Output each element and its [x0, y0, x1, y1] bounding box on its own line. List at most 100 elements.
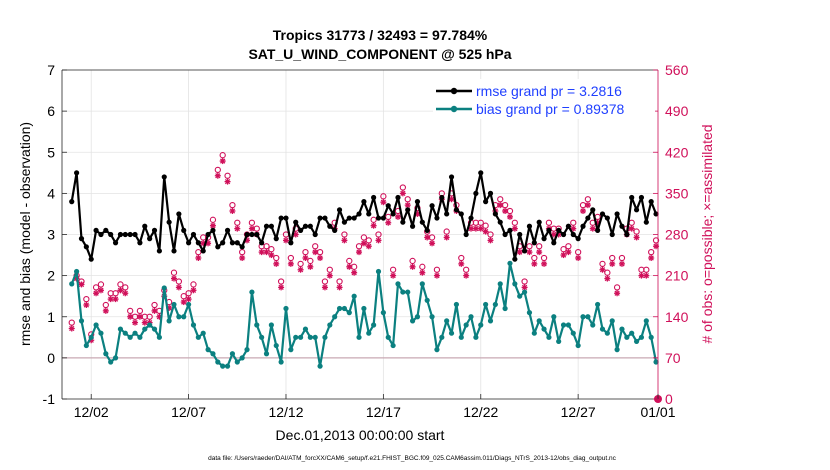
bias-point	[229, 351, 236, 357]
bias-point	[98, 330, 104, 336]
obs-assimilated-point	[584, 202, 591, 209]
obs-possible-point	[609, 254, 616, 262]
bias-point	[643, 318, 649, 324]
obs-assimilated-point	[234, 225, 241, 232]
rmse-point	[190, 231, 197, 238]
rmse-point	[585, 215, 591, 221]
bias-point	[259, 334, 265, 340]
asterisk-stroke	[521, 284, 528, 291]
obs-possible-point	[351, 263, 358, 270]
obs-assimilated-point	[93, 290, 100, 297]
obs-possible-point	[180, 293, 187, 300]
bias-point	[234, 359, 240, 365]
bias-point	[531, 330, 537, 336]
bias-point	[297, 334, 304, 340]
y-ticks-right: 0 70 140 210 280 350 420 490 560	[653, 62, 689, 407]
obs-possible-point	[170, 269, 178, 276]
obs-assimilated-point	[614, 290, 621, 297]
asterisk-stroke	[429, 240, 435, 246]
obs-possible-point	[355, 243, 363, 250]
bias-point	[78, 318, 85, 324]
bias-point	[648, 334, 654, 340]
asterisk-stroke	[112, 296, 119, 302]
rmse-point	[478, 170, 484, 176]
asterisk-stroke	[195, 255, 201, 261]
obs-assimilated-point	[521, 284, 528, 291]
bias-point	[112, 355, 119, 361]
rmse-point	[293, 219, 299, 225]
asterisk-stroke	[444, 234, 450, 241]
y-tick-label: 0	[47, 350, 55, 366]
rmse-point	[336, 207, 343, 213]
obs-assimilated-point	[385, 219, 392, 226]
obs-possible-point	[341, 231, 348, 238]
bias-point	[536, 318, 542, 324]
bias-point	[317, 363, 323, 369]
obs-assimilated-point	[487, 237, 494, 244]
obs-assimilated-point	[185, 296, 192, 303]
bias-point	[142, 326, 148, 332]
bias-point	[429, 314, 435, 320]
obs-possible-point	[511, 219, 518, 226]
asterisk-stroke	[580, 208, 586, 214]
asterisk-stroke	[322, 284, 328, 291]
bias-point	[224, 363, 231, 369]
obs-possible-point	[316, 248, 324, 256]
obs-assimilated-point	[341, 237, 348, 244]
rmse-point	[229, 240, 236, 246]
bias-point	[375, 268, 382, 275]
rmse-point	[307, 223, 313, 229]
obs-possible-point	[584, 196, 592, 203]
asterisk-stroke	[463, 272, 469, 279]
asterisk-stroke	[599, 267, 606, 273]
bias-point	[492, 301, 498, 308]
asterisk-stroke	[317, 255, 323, 261]
x-ticks: 12/02 12/07 12/12 12/17 12/22 12/27 01/01	[74, 394, 676, 420]
rmse-point	[103, 227, 109, 233]
asterisk-stroke	[497, 202, 503, 208]
obs-assimilated-point	[536, 249, 543, 256]
y2-tick-label: 140	[665, 309, 689, 325]
asterisk-stroke	[653, 243, 659, 249]
obs-possible-point	[68, 319, 75, 326]
rmse-point	[210, 227, 216, 233]
asterisk-stroke	[302, 255, 309, 261]
legend-rmse-label: rmse grand pr = 3.2816	[476, 83, 622, 99]
obs-assimilated-point	[477, 225, 484, 232]
rmse-point	[580, 223, 586, 229]
asterisk-stroke	[609, 261, 615, 267]
bias-point	[215, 359, 221, 365]
y2-tick-label: 0	[665, 391, 673, 407]
rmse-point	[483, 199, 489, 205]
asterisk-stroke	[93, 290, 99, 296]
rmse-point	[497, 219, 503, 225]
rmse-point	[351, 215, 357, 221]
asterisk-stroke	[83, 302, 90, 308]
asterisk-stroke	[122, 290, 128, 296]
bias-point	[336, 305, 343, 312]
obs-assimilated-point	[575, 255, 582, 261]
asterisk-stroke	[502, 208, 508, 214]
asterisk-stroke	[560, 252, 567, 258]
bias-point	[419, 281, 425, 287]
rmse-point	[648, 199, 654, 205]
bias-point	[590, 322, 596, 328]
asterisk-stroke	[293, 231, 299, 238]
rmse-point	[186, 240, 192, 246]
obs-possible-point	[248, 219, 256, 226]
obs-assimilated-point	[132, 319, 139, 326]
asterisk-stroke	[351, 270, 357, 276]
bias-point	[366, 330, 372, 336]
obs-assimilated-point	[190, 287, 197, 294]
rmse-point	[565, 223, 572, 229]
obs-assimilated-point	[297, 266, 304, 273]
rmse-point	[142, 223, 148, 229]
y-ticks-left: -1 0 1 2 3 4 5 6 7	[43, 62, 67, 407]
obs-possible-point	[224, 172, 231, 179]
obs-possible-point	[463, 266, 470, 273]
obs-assimilated-point	[380, 199, 387, 206]
obs-count-markers	[68, 152, 662, 403]
asterisk-stroke	[307, 264, 313, 270]
bias-point	[517, 293, 523, 299]
obs-possible-point	[302, 248, 309, 256]
